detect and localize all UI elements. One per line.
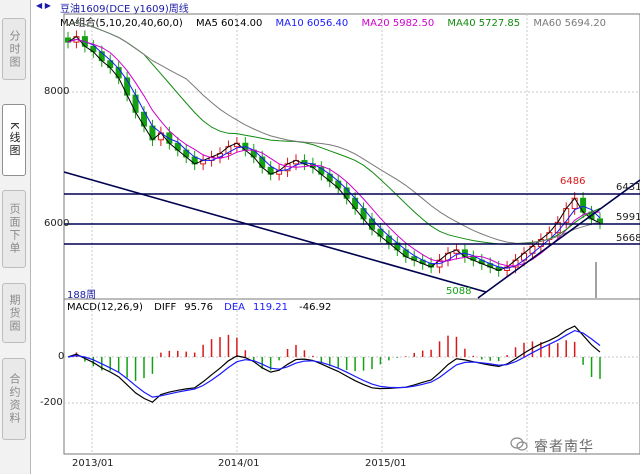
high-label-6486: 6486 — [560, 176, 586, 187]
chart-title: 豆油1609(DCE y1609)周线 — [60, 4, 189, 15]
macd-legend: MACD(12,26,9) DIFF 95.76 DEA 119.21 -46.92 — [67, 302, 339, 313]
ma40-line — [67, 21, 601, 245]
macd-value: -46.92 — [299, 302, 332, 313]
x-label-2013: 2013/01 — [72, 458, 114, 469]
macd-label: MACD(12,26,9) — [67, 302, 143, 313]
trend-lines — [63, 171, 640, 299]
low-label-5088: 5088 — [446, 286, 472, 297]
ma60-value: MA60 5694.20 — [533, 18, 607, 29]
price-panel-frame — [63, 13, 640, 300]
ma5-line — [67, 35, 601, 272]
ma20-value: MA20 5982.50 — [361, 18, 435, 29]
ma10-value: MA10 6056.40 — [275, 18, 349, 29]
wechat-icon — [510, 437, 528, 451]
ma5-value: MA5 6014.00 — [195, 18, 263, 29]
macd-panel-frame — [63, 298, 640, 455]
tab-contract-info[interactable]: 合约资料 — [2, 358, 26, 440]
tab-futures-circle[interactable]: 期货圈 — [2, 283, 26, 343]
sidebar: 分时图 K线图 页面下单 期货圈 合约资料 — [0, 0, 31, 474]
y-label-6000: 6000 — [44, 218, 70, 229]
macd-histogram — [75, 334, 601, 381]
candlestick-series — [65, 30, 603, 277]
tab-intraday[interactable]: 分时图 — [2, 18, 26, 80]
up-trendline — [477, 179, 640, 299]
ma-legend: MA组合(5,10,20,40,60,0) MA5 6014.00 MA10 6… — [60, 14, 616, 29]
ma-combo-label: MA组合(5,10,20,40,60,0) — [60, 18, 183, 29]
diff-value: 95.76 — [184, 302, 213, 313]
level-label-5668: 5668 — [616, 233, 640, 244]
dea-value: 119.21 — [252, 302, 288, 313]
diff-label: DIFF — [154, 302, 177, 313]
ma40-value: MA40 5727.85 — [447, 18, 521, 29]
ma60-line — [67, 21, 601, 244]
toolbar-icons[interactable]: ◀ ▶ — [36, 1, 51, 10]
x-label-2015: 2015/01 — [365, 458, 407, 469]
vertical-grid — [91, 14, 528, 454]
ma10-line — [67, 38, 601, 269]
ma20-line — [67, 38, 601, 267]
period-count-label: 188周 — [67, 290, 97, 301]
level-label-6431: 6431 — [616, 182, 640, 193]
x-label-2014: 2014/01 — [218, 458, 260, 469]
y-label-8000: 8000 — [44, 86, 70, 97]
down-trendline — [63, 171, 487, 293]
macd-y-label-0: 0 — [58, 351, 65, 362]
dea-line — [67, 329, 601, 398]
level-label-5991: 5991 — [616, 212, 640, 223]
macd-lines — [67, 325, 601, 403]
tab-kline[interactable]: K线图 — [2, 104, 26, 176]
dea-label: DEA — [224, 302, 245, 313]
diff-line — [67, 325, 601, 403]
tab-order-page[interactable]: 页面下单 — [2, 190, 26, 268]
watermark-text: 睿者南华 — [534, 439, 594, 455]
moving-average-lines — [67, 21, 601, 272]
macd-y-label-minus200: -200 — [40, 397, 63, 408]
